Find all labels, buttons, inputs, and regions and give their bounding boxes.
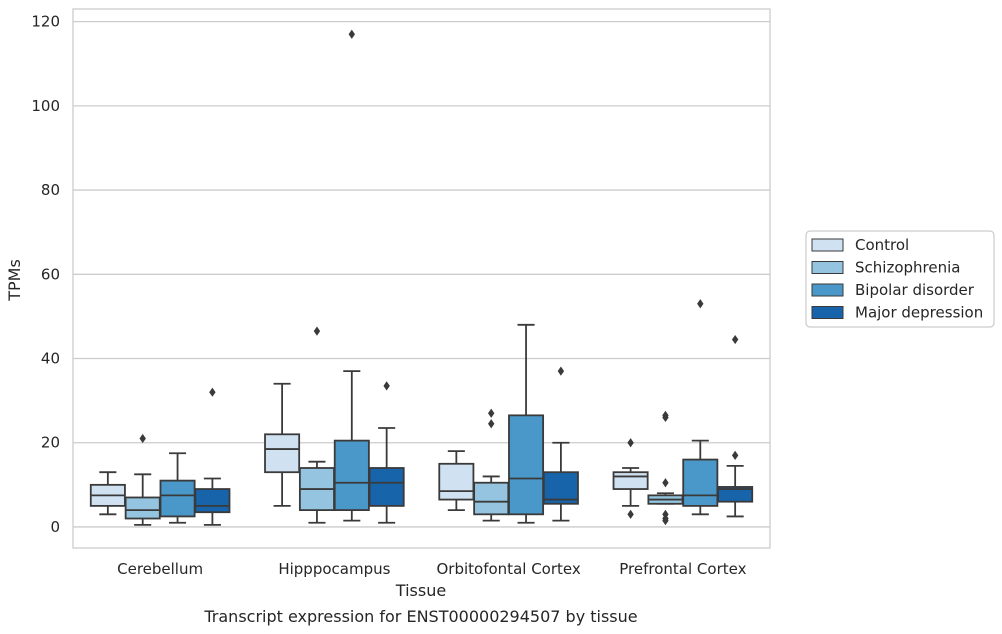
legend-swatch [811,283,844,297]
box-bipolar-disorder [682,299,719,516]
box-bipolar-disorder [508,323,545,524]
outlier-point [662,478,669,488]
chart-caption: Transcript expression for ENST0000029450… [203,607,637,626]
x-tick-label: Hipppocampus [278,560,390,578]
outlier-point [488,419,495,429]
box-iqr [508,414,545,516]
outlier-point [731,450,739,460]
box-schizophrenia [298,326,335,524]
y-axis-ticks: 0 20 40 60 80 100 120 [31,13,60,536]
box-iqr [194,488,231,514]
legend-label: Schizophrenia [855,259,960,277]
box-major-depression [717,334,754,518]
legend-label: Control [855,236,909,254]
y-tick-label: 80 [41,181,60,199]
outlier-point [383,381,390,391]
box-iqr [159,479,196,518]
legend-label: Major depression [855,304,983,322]
y-tick-label: 60 [41,265,60,283]
box-major-depression [542,366,579,522]
x-tick-label: Cerebellum [117,560,203,578]
box-schizophrenia [124,433,161,526]
legend-swatch [811,306,844,319]
x-axis-ticks: Cerebellum Hipppocampus Orbitofontal Corte… [117,560,746,578]
plot-frame [72,8,771,549]
outlier-point [697,299,704,309]
outlier-point [627,509,634,519]
y-tick-label: 120 [31,13,60,31]
box-iqr [682,458,719,507]
box-iqr [473,481,510,516]
legend-swatch [811,261,844,274]
box-schizophrenia [473,408,510,522]
box-iqr [333,439,370,512]
box-iqr [542,471,579,505]
outlier-point [731,334,739,345]
box-iqr [612,471,649,490]
box-control [612,438,649,519]
box-major-depression [194,387,231,526]
box-iqr [438,462,475,501]
box-bipolar-disorder [159,452,196,524]
box-series [89,29,754,526]
legend-frame [805,230,995,328]
y-tick-label: 20 [41,434,60,452]
outlier-point [139,433,146,444]
box-iqr [264,433,301,474]
outlier-point [662,412,669,423]
y-tick-label: 100 [31,97,60,115]
outlier-point [488,408,495,418]
legend-swatch [811,238,844,252]
grid-lines [73,20,770,528]
legend: Control Schizophrenia Bipolar disorder Majo… [805,230,995,328]
x-axis-label: Tissue [395,581,446,600]
outlier-point [348,29,355,39]
y-tick-label: 40 [41,350,60,368]
box-iqr [368,467,405,507]
x-tick-label: Prefrontal Cortex [619,560,746,578]
legend-label: Bipolar disorder [855,281,975,299]
outlier-point [209,387,216,397]
box-bipolar-disorder [333,29,370,522]
box-iqr [124,496,161,520]
box-schizophrenia [647,410,684,526]
y-tick-label: 0 [50,518,60,536]
y-axis-label: TPMs [5,259,24,302]
box-major-depression [368,381,405,524]
box-control [438,450,475,512]
box-control [89,471,126,516]
box-control [264,382,301,507]
outlier-point [313,326,321,336]
outlier-point [662,516,669,526]
outlier-point [557,366,565,376]
box-iqr [717,486,754,503]
x-tick-label: Orbitofontal Cortex [437,560,581,578]
outlier-point [627,438,634,448]
